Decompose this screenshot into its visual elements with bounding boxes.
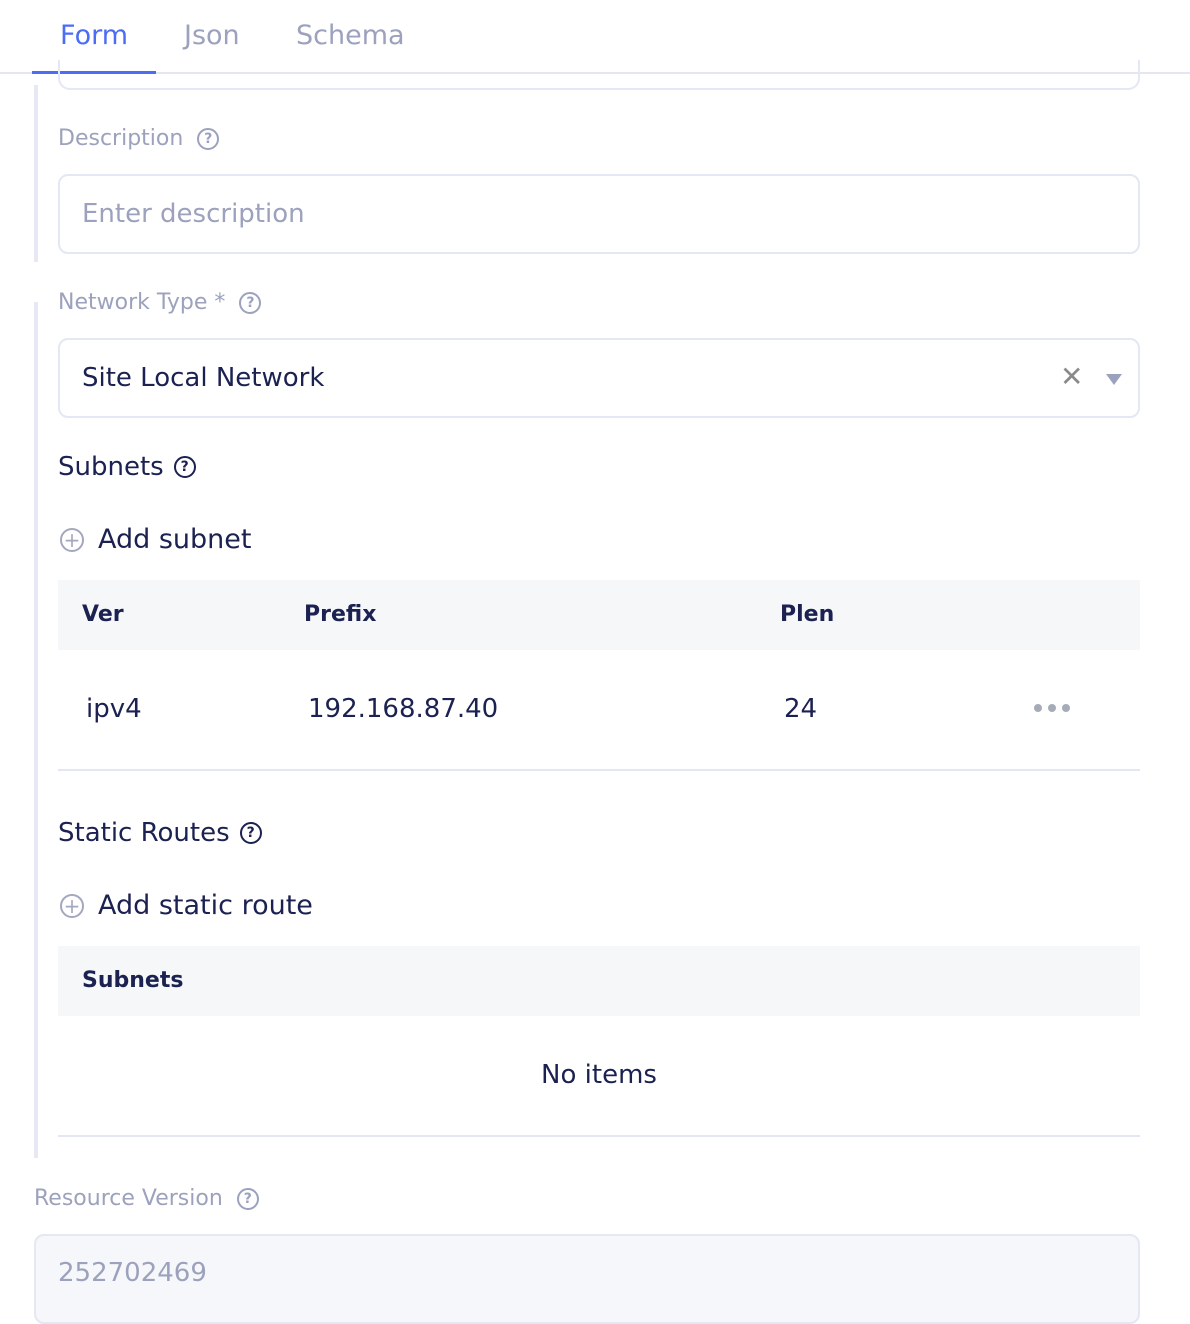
column-header-ver: Ver (82, 602, 124, 627)
table-divider (58, 769, 1140, 771)
plus-circle-icon: + (60, 527, 84, 552)
tab-divider (0, 72, 1190, 74)
static-routes-title: Static Routes ? (58, 818, 262, 848)
group-indent-bar (34, 85, 38, 262)
more-actions-icon[interactable] (1034, 704, 1070, 712)
column-header-plen: Plen (780, 602, 835, 627)
active-tab-indicator (32, 71, 156, 74)
help-icon[interactable]: ? (197, 127, 220, 150)
network-type-label: Network Type * ? (58, 290, 262, 315)
resource-version-input: 252702469 (34, 1234, 1140, 1324)
previous-field-input[interactable] (58, 60, 1140, 90)
subnets-table-header: Ver Prefix Plen (58, 580, 1140, 650)
description-input[interactable]: Enter description (58, 174, 1140, 254)
add-static-route-button[interactable]: + Add static route (60, 890, 313, 921)
subnets-title: Subnets ? (58, 452, 196, 482)
plus-circle-icon: + (60, 893, 84, 918)
help-icon[interactable]: ? (239, 822, 262, 844)
tab-form[interactable]: Form (60, 20, 129, 51)
resource-version-label: Resource Version ? (34, 1186, 259, 1211)
help-icon[interactable]: ? (173, 456, 196, 478)
help-icon[interactable]: ? (236, 1187, 259, 1210)
column-header-subnets: Subnets (82, 968, 184, 993)
group-indent-bar (34, 302, 38, 1158)
chevron-down-icon[interactable] (1106, 374, 1122, 385)
table-divider (58, 1135, 1140, 1137)
empty-state-text: No items (541, 1060, 657, 1090)
help-icon[interactable]: ? (239, 291, 262, 314)
tab-schema[interactable]: Schema (296, 20, 405, 51)
network-type-select[interactable]: Site Local Network ✕ (58, 338, 1140, 418)
static-routes-table-header: Subnets (58, 946, 1140, 1016)
description-label: Description ? (58, 126, 220, 151)
add-subnet-button[interactable]: + Add subnet (60, 524, 251, 555)
clear-icon[interactable]: ✕ (1060, 360, 1084, 393)
tab-json[interactable]: Json (184, 20, 240, 51)
column-header-prefix: Prefix (304, 602, 377, 627)
